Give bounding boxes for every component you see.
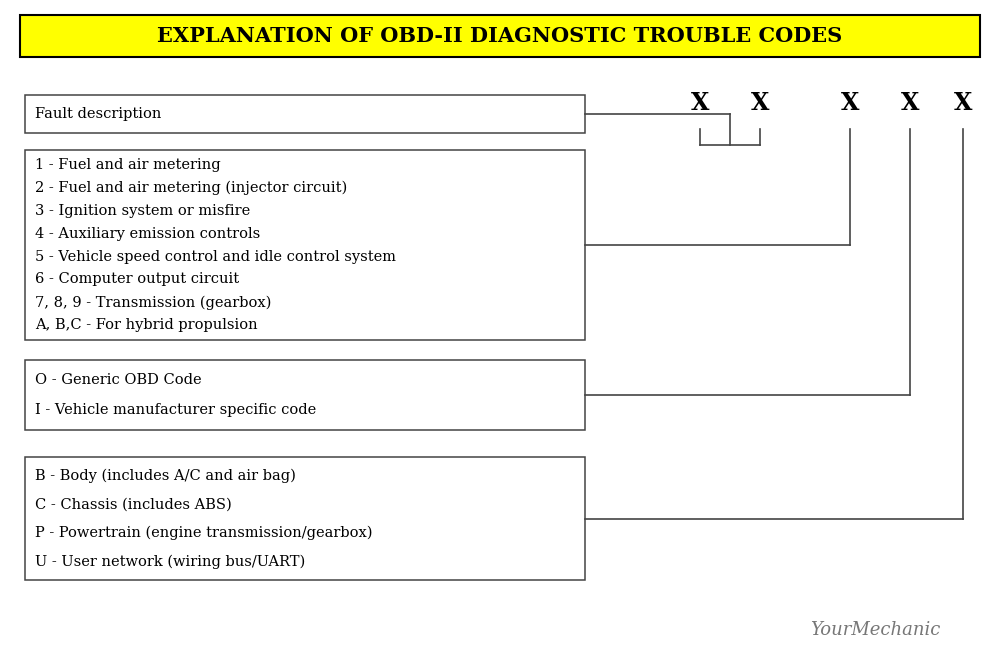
Text: P - Powertrain (engine transmission/gearbox): P - Powertrain (engine transmission/gear… <box>35 526 372 540</box>
Text: U - User network (wiring bus/UART): U - User network (wiring bus/UART) <box>35 554 305 569</box>
Text: 1 - Fuel and air metering: 1 - Fuel and air metering <box>35 158 221 172</box>
FancyBboxPatch shape <box>25 457 585 580</box>
Text: 3 - Ignition system or misfire: 3 - Ignition system or misfire <box>35 203 250 217</box>
FancyBboxPatch shape <box>25 95 585 133</box>
FancyBboxPatch shape <box>25 150 585 340</box>
Text: B - Body (includes A/C and air bag): B - Body (includes A/C and air bag) <box>35 468 296 483</box>
Text: YourMechanic: YourMechanic <box>810 622 940 639</box>
Text: 6 - Computer output circuit: 6 - Computer output circuit <box>35 273 239 287</box>
Text: C - Chassis (includes ABS): C - Chassis (includes ABS) <box>35 497 232 511</box>
Text: I - Vehicle manufacturer specific code: I - Vehicle manufacturer specific code <box>35 404 316 418</box>
Text: 7, 8, 9 - Transmission (gearbox): 7, 8, 9 - Transmission (gearbox) <box>35 295 271 309</box>
Text: X: X <box>954 91 972 115</box>
Text: X: X <box>751 91 769 115</box>
Text: Fault description: Fault description <box>35 107 161 121</box>
Text: X: X <box>691 91 709 115</box>
FancyBboxPatch shape <box>25 360 585 430</box>
Text: A, B,C - For hybrid propulsion: A, B,C - For hybrid propulsion <box>35 318 258 332</box>
Text: O - Generic OBD Code: O - Generic OBD Code <box>35 373 202 387</box>
Text: 4 - Auxiliary emission controls: 4 - Auxiliary emission controls <box>35 227 260 241</box>
Text: X: X <box>901 91 919 115</box>
Text: X: X <box>841 91 859 115</box>
Text: 2 - Fuel and air metering (injector circuit): 2 - Fuel and air metering (injector circ… <box>35 181 347 195</box>
FancyBboxPatch shape <box>20 15 980 57</box>
Text: EXPLANATION OF OBD-II DIAGNOSTIC TROUBLE CODES: EXPLANATION OF OBD-II DIAGNOSTIC TROUBLE… <box>157 26 843 45</box>
Text: 5 - Vehicle speed control and idle control system: 5 - Vehicle speed control and idle contr… <box>35 249 396 263</box>
